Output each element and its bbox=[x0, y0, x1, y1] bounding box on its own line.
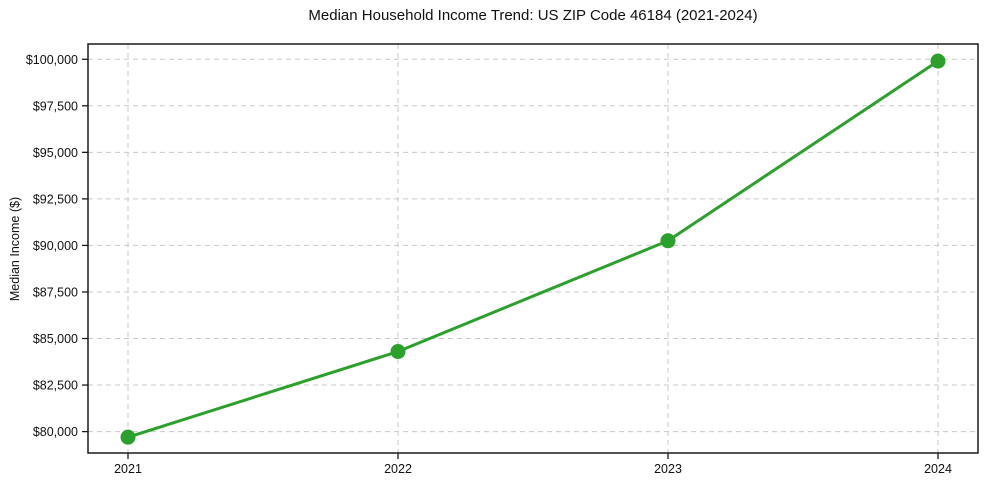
y-tick-label: $90,000 bbox=[33, 239, 78, 253]
x-tick-label: 2022 bbox=[384, 462, 412, 476]
y-tick-label: $85,000 bbox=[33, 332, 78, 346]
y-tick-label: $87,500 bbox=[33, 285, 78, 299]
y-tick-label: $97,500 bbox=[33, 99, 78, 113]
x-tick-label: 2024 bbox=[924, 462, 952, 476]
y-tick-label: $100,000 bbox=[26, 53, 78, 67]
data-point-marker bbox=[660, 233, 676, 249]
y-tick-label: $82,500 bbox=[33, 379, 78, 393]
y-tick-label: $92,500 bbox=[33, 192, 78, 206]
x-tick-label: 2021 bbox=[114, 462, 142, 476]
trend-line bbox=[126, 59, 940, 439]
y-tick-label: $95,000 bbox=[33, 146, 78, 160]
data-point-marker bbox=[930, 53, 946, 69]
x-tick-label: 2023 bbox=[654, 462, 682, 476]
chart-title: Median Household Income Trend: US ZIP Co… bbox=[308, 7, 758, 24]
data-point-marker bbox=[390, 344, 406, 360]
y-tick-label: $80,000 bbox=[33, 425, 78, 439]
data-point-marker bbox=[120, 429, 136, 445]
plot-border bbox=[87, 43, 979, 454]
